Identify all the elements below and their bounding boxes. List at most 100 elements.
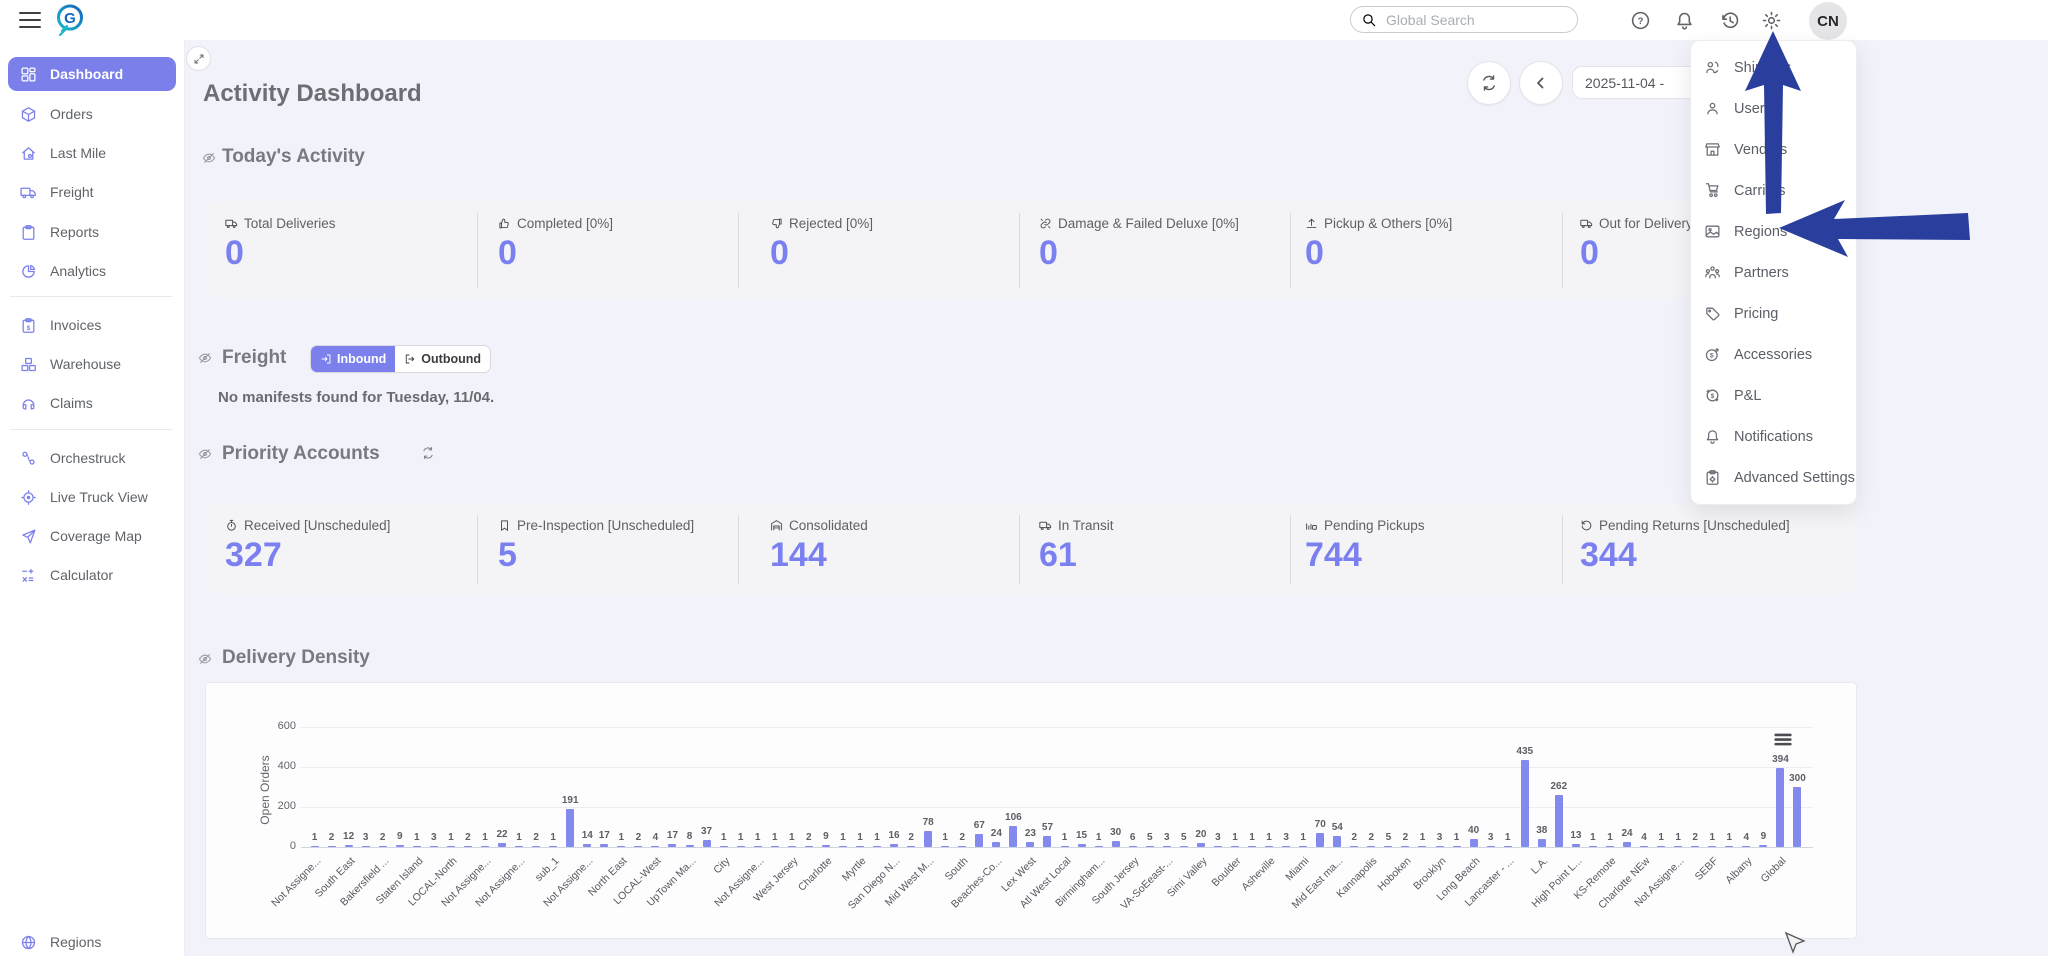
avatar[interactable]: CN <box>1809 2 1847 40</box>
menu-item-notifications[interactable]: Notifications <box>1691 416 1856 457</box>
stat-divider <box>477 213 478 288</box>
stat-label: Out for Delivery <box>1599 216 1693 231</box>
bar-value-label: 17 <box>666 829 679 841</box>
chevron-left-icon <box>1532 74 1550 92</box>
sidebar-item-orchestruck[interactable]: Orchestruck <box>8 441 176 475</box>
bar-value-label: 24 <box>1621 828 1633 840</box>
bar-value-label: 2 <box>806 832 812 844</box>
sidebar-item-calculator[interactable]: Calculator <box>8 558 176 592</box>
sidebar-item-analytics[interactable]: Analytics <box>8 254 176 288</box>
garage-icon <box>770 519 783 532</box>
bar <box>1708 846 1717 847</box>
outbound-icon <box>404 353 416 365</box>
menu-item-pricing[interactable]: Pricing <box>1691 293 1856 334</box>
priority-refresh-icon[interactable] <box>421 446 435 460</box>
stat-label: Completed [0%] <box>517 216 614 231</box>
expand-panel-button[interactable] <box>186 46 211 71</box>
bar <box>975 833 984 847</box>
delivery-density-chart: Open Orders 600 400 200 0 1 2 12 3 2 9 1 3 1 2 1 22 1 2 1 1… <box>205 682 1857 939</box>
box-icon <box>20 106 37 123</box>
bar <box>770 846 779 847</box>
stat-divider <box>1290 515 1291 584</box>
sidebar-item-claims[interactable]: Claims <box>8 386 176 420</box>
bar-value-label: 57 <box>1041 821 1054 833</box>
sidebar-divider <box>10 429 172 430</box>
bar <box>1196 843 1205 847</box>
bar-value-label: 20 <box>1195 829 1207 840</box>
eye-toggle-icon[interactable] <box>198 447 212 466</box>
sidebar-item-reports[interactable]: Reports <box>8 215 176 249</box>
menu-item-p-l[interactable]: $ P&L <box>1691 375 1856 416</box>
bar-value-label: 1 <box>1709 832 1716 844</box>
truck-icon <box>1039 519 1052 532</box>
chart-menu-icon[interactable] <box>1772 729 1794 751</box>
bar-value-label: 1 <box>840 832 846 844</box>
menu-item-advanced-settings[interactable]: Advanced Settings <box>1691 457 1856 498</box>
sidebar-item-live-truck-view[interactable]: Live Truck View <box>8 480 176 514</box>
sidebar-item-warehouse[interactable]: Warehouse <box>8 347 176 381</box>
back-chevron-button[interactable] <box>1519 61 1563 105</box>
stat-divider <box>1290 213 1291 288</box>
bar-value-label: 1 <box>857 832 863 844</box>
stat-pending-pickups: Pending Pickups 744 <box>1305 518 1425 572</box>
bar <box>310 846 319 847</box>
sidebar-item-dashboard[interactable]: Dashboard <box>8 57 176 91</box>
app-logo[interactable]: G <box>52 2 88 43</box>
refresh-button[interactable] <box>1467 61 1511 105</box>
notifications-icon[interactable] <box>1674 10 1695 36</box>
svg-text:$: $ <box>27 324 31 331</box>
group-icon <box>1704 264 1721 281</box>
settings-gear-icon[interactable] <box>1761 10 1782 36</box>
menu-item-shippers[interactable]: Shippers <box>1691 47 1856 88</box>
clipboard-icon <box>20 224 37 241</box>
menu-item-regions[interactable]: Regions <box>1691 211 1856 252</box>
stat-label: Rejected [0%] <box>789 216 874 231</box>
bar-value-label: 2 <box>533 832 539 844</box>
stat-value: 0 <box>770 234 789 272</box>
chart-y-tick: 0 <box>289 840 296 852</box>
eye-toggle-icon[interactable] <box>202 151 216 170</box>
sidebar-item-invoices[interactable]: $ Invoices <box>8 308 176 342</box>
outbound-toggle[interactable]: Outbound <box>395 346 490 372</box>
bar-value-label: 394 <box>1772 754 1789 766</box>
sidebar-item-coverage-map[interactable]: Coverage Map <box>8 519 176 553</box>
sidebar-item-orders[interactable]: Orders <box>8 97 176 131</box>
bar <box>600 843 609 847</box>
bar-value-label: 1 <box>942 832 948 844</box>
hamburger-menu-icon[interactable] <box>19 12 41 28</box>
menu-item-carriers[interactable]: Carriers <box>1691 170 1856 211</box>
top-bar: G ? CN <box>0 0 2048 40</box>
sidebar-item-last-mile[interactable]: Last Mile <box>8 136 176 170</box>
stat-label: Pickup & Others [0%] <box>1324 216 1453 231</box>
inbound-toggle[interactable]: Inbound <box>311 346 396 372</box>
bar <box>1657 846 1666 847</box>
bar-value-label: 1 <box>720 832 727 844</box>
bar-value-label: 4 <box>1641 832 1647 844</box>
eye-toggle-icon[interactable] <box>198 351 212 370</box>
bar <box>804 846 813 847</box>
thumbup-icon <box>498 217 511 230</box>
sidebar-item-regions[interactable]: Regions <box>8 925 176 959</box>
menu-item-partners[interactable]: Partners <box>1691 252 1856 293</box>
svg-text:G: G <box>64 10 76 27</box>
menu-item-users[interactable]: Users <box>1691 88 1856 129</box>
menu-item-accessories[interactable]: $ Accessories <box>1691 334 1856 375</box>
bar-value-label: 2 <box>1368 832 1375 844</box>
sidebar-item-freight[interactable]: Freight <box>8 175 176 209</box>
bar <box>1265 846 1274 847</box>
chart-y-tick: 400 <box>277 760 296 772</box>
history-icon[interactable] <box>1719 10 1740 36</box>
bar-value-label: 16 <box>888 829 900 841</box>
bar-value-label: 5 <box>1181 832 1187 843</box>
dollarplus-icon: $ <box>1704 346 1721 363</box>
search-input[interactable] <box>1384 10 1569 29</box>
expand-icon <box>193 53 205 65</box>
eye-toggle-icon[interactable] <box>198 652 212 671</box>
bar <box>1350 846 1359 847</box>
invoice-icon: $ <box>20 317 37 334</box>
pie-icon <box>20 263 37 280</box>
menu-item-vendors[interactable]: Vendors <box>1691 129 1856 170</box>
help-icon[interactable]: ? <box>1630 10 1651 36</box>
bar-value-label: 70 <box>1314 819 1326 830</box>
